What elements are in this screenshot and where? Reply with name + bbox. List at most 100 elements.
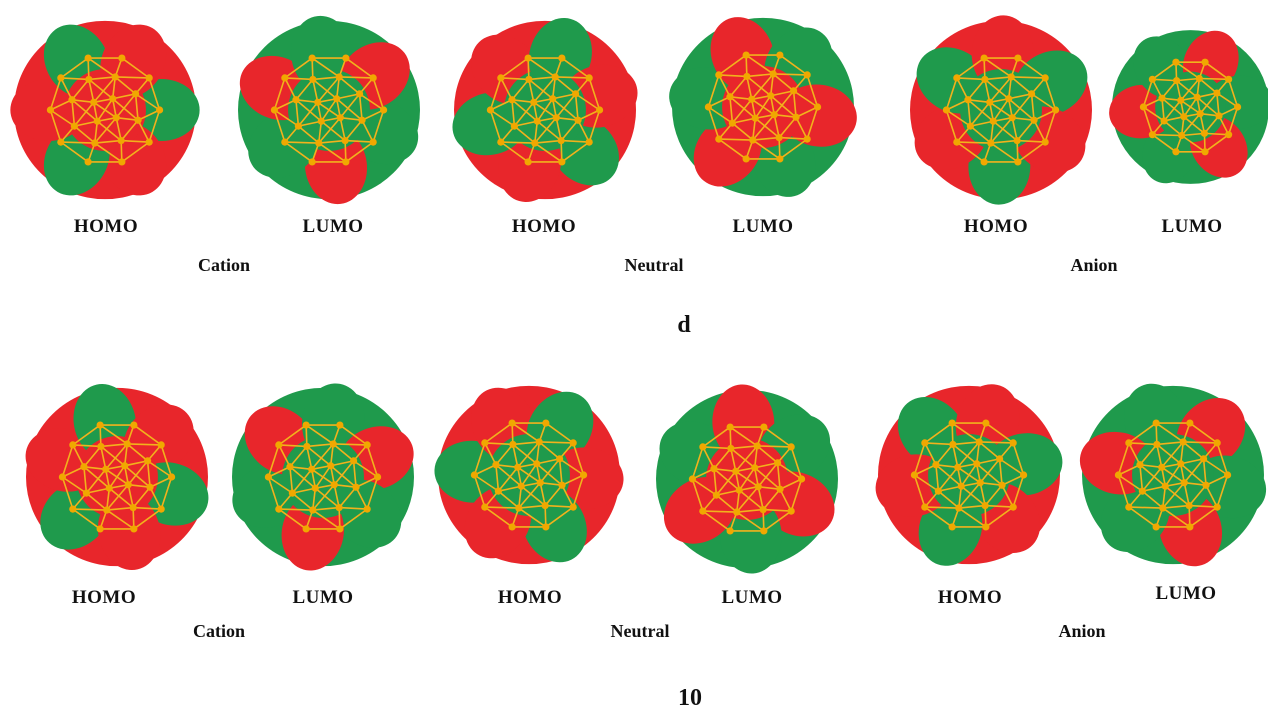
cage-atom [814,103,822,111]
cage-atom [932,461,940,469]
orbital-image-anion-homo-d [906,15,1096,205]
cage-atom [751,464,759,472]
cage-bond [773,90,795,116]
cage-bond [735,445,758,472]
cage-atom [524,54,532,62]
cage-atom [1202,481,1210,489]
cage-bond [73,125,96,144]
cage-bond [339,76,374,79]
cage-bond [71,99,76,127]
cage-bond [1139,463,1162,469]
cage-bond [511,98,534,104]
group-label: Anion [1070,255,1118,275]
cage-bond [1161,97,1185,118]
cage-bond [1033,119,1046,143]
cage-bond [751,118,757,141]
cage-atom [1013,136,1021,145]
cage-atom [69,441,77,449]
cage-atom [103,506,111,514]
cage-atom [1009,439,1017,447]
cage-bond [540,481,563,487]
cage-bond [1011,117,1018,141]
cage-bond [291,492,314,511]
cage-atom [349,457,358,465]
cage-bond [778,116,797,139]
cage-bond [121,141,150,163]
cage-bond [779,478,802,490]
cage-bond [1118,464,1141,476]
cage-bond [779,488,792,512]
cage-bond [1181,113,1201,137]
cage-bond [1183,458,1205,484]
cage-atom [727,444,735,453]
cage-bond [1155,422,1184,443]
cage-bond [267,476,293,494]
cage-bond [121,139,150,143]
cage-atom [481,503,489,511]
cage-bond [937,466,959,492]
cage-atom [998,481,1006,489]
cage-atom [509,440,517,449]
orbital-svg [238,15,420,205]
cage-bond [533,76,556,103]
cage-bond [691,446,704,480]
cage-bond [967,98,990,104]
cage-bond [50,99,73,111]
cage-bond [128,483,151,489]
cage-atom [1180,113,1188,121]
cage-bond [512,443,538,465]
cage-bond [1017,57,1046,79]
cage-bond [967,99,972,127]
cage-bond [517,486,523,509]
cage-bond [311,57,340,78]
cage-atom [508,523,516,531]
cage-bond [146,460,151,488]
cage-bond [1216,93,1220,116]
cage-bond [1117,442,1130,476]
cage-atom [1041,138,1049,146]
cage-bond [1183,116,1205,135]
cage-atom [580,471,588,479]
orbital-svg [232,383,414,571]
cage-bond [111,76,117,99]
cage-bond [754,95,772,119]
cage-bond [1180,77,1200,101]
cage-atom [1177,460,1185,468]
orbital-svg [1109,30,1268,184]
cage-bond [989,76,1012,103]
cage-bond [73,101,95,127]
cage-bond [718,74,731,98]
cage-atom [549,95,557,103]
cage-bond [754,467,781,490]
cage-bond [1031,93,1057,111]
cage-bond [792,90,797,118]
cage-bond [518,507,547,528]
cage-atom [302,525,310,533]
orbital-label: LUMO [1161,216,1223,237]
cage-atom [294,122,303,130]
cage-bond [1117,474,1130,508]
cage-bond [1156,443,1182,465]
cage-atom [327,462,335,470]
orbital-label: LUMO [302,216,364,237]
cage-bond [115,93,137,119]
cage-atom [742,51,750,59]
cage-atom [70,122,79,130]
cage-bond [1176,77,1200,82]
cage-bond [312,79,319,103]
cage-bond [121,57,150,79]
orbital-image-cation-lumo-10 [228,382,418,572]
cage-bond [295,99,322,122]
cage-bond [913,442,926,476]
cage-bond [1176,79,1198,98]
cage-atom [803,71,811,79]
cage-atom [760,527,768,535]
cage-atom [146,483,154,491]
cage-bond [976,458,1000,465]
cage-bond [361,119,374,143]
cage-bond [552,98,579,121]
cage-bond [736,511,765,532]
cage-bond [1175,61,1200,80]
cage-bond [559,458,585,476]
cage-bond [106,484,129,511]
